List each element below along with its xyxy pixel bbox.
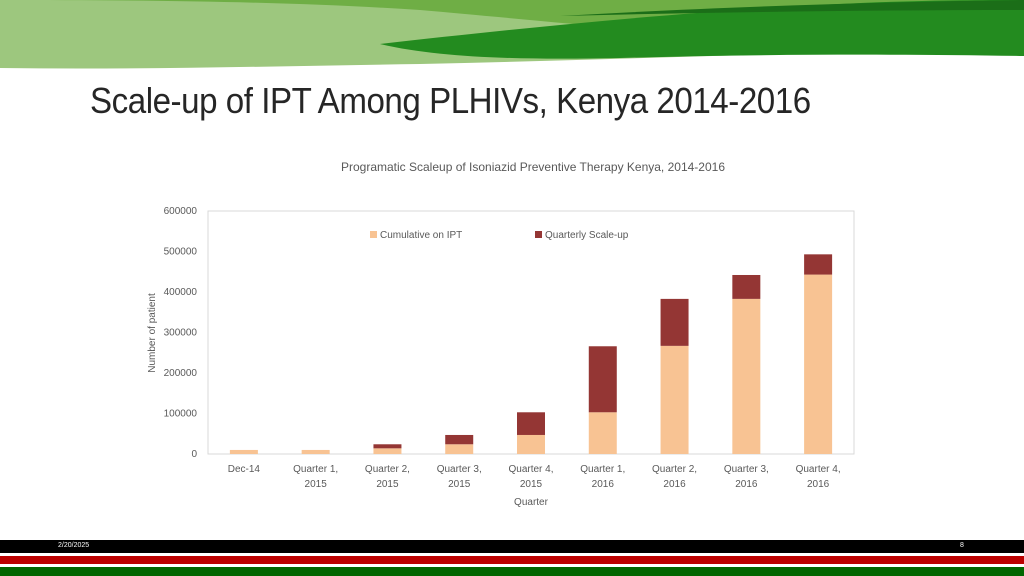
bar-cumulative: [445, 444, 474, 454]
bar-cumulative: [660, 345, 689, 454]
y-tick-label: 100000: [164, 409, 198, 420]
x-tick-label: 2016: [807, 479, 830, 490]
bar-quarterly: [445, 434, 474, 445]
bar-cumulative: [804, 274, 833, 454]
bar-quarterly: [517, 412, 545, 435]
x-tick-label: Quarter 3,: [437, 464, 482, 475]
y-tick-label: 500000: [164, 247, 198, 258]
y-tick-label: 400000: [164, 287, 198, 298]
legend-swatch: [370, 231, 377, 238]
x-tick-label: Quarter 2,: [652, 464, 697, 475]
stacked-bar-chart: 600000 500000 400000 300000 200000 100000 0 De…: [147, 206, 855, 508]
x-tick-label: 2016: [592, 479, 615, 490]
bar-quarterly: [588, 346, 617, 413]
x-tick-label: 2015: [448, 479, 471, 490]
x-axis-ticks: Dec-14 Quarter 1, 2015 Quarter 2, 2015 Quarte…: [228, 464, 841, 490]
bar-cumulative: [373, 448, 402, 454]
y-tick-label: 0: [191, 449, 197, 460]
x-tick-label: Quarter 3,: [724, 464, 769, 475]
bar-quarterly: [660, 298, 689, 346]
x-tick-label: 2015: [305, 479, 328, 490]
x-tick-label: Quarter 4,: [508, 464, 553, 475]
x-tick-label: Quarter 2,: [365, 464, 410, 475]
legend-label: Quarterly Scale-up: [545, 230, 629, 241]
legend-swatch: [535, 231, 542, 238]
bar-cumulative: [229, 449, 258, 454]
y-tick-label: 600000: [164, 206, 198, 217]
x-tick-label: Quarter 1,: [580, 464, 625, 475]
bar-cumulative: [301, 449, 330, 454]
slide-title: Scale-up of IPT Among PLHIVs, Kenya 2014…: [90, 80, 811, 121]
x-tick-label: Dec-14: [228, 464, 261, 475]
bar-quarterly: [804, 254, 833, 275]
x-tick-label: Quarter 4,: [796, 464, 841, 475]
bar-quarterly: [373, 444, 402, 449]
header-green-band: [0, 0, 1024, 69]
x-tick-label: 2015: [520, 479, 543, 490]
legend: Cumulative on IPT Quarterly Scale-up: [370, 230, 629, 241]
x-tick-label: Quarter 1,: [293, 464, 338, 475]
bar-quarterly: [732, 274, 761, 299]
bars-group: [229, 254, 833, 454]
footer-date: 2/20/2025: [58, 542, 90, 549]
bar-cumulative: [732, 298, 761, 454]
y-axis-ticks: 600000 500000 400000 300000 200000 100000 0: [164, 206, 198, 460]
y-tick-label: 200000: [164, 368, 198, 379]
bar-cumulative: [588, 412, 617, 454]
y-axis-label: Number of patient: [147, 293, 158, 373]
y-tick-label: 300000: [164, 328, 198, 339]
x-axis-label: Quarter: [514, 497, 549, 508]
legend-label: Cumulative on IPT: [380, 230, 462, 241]
bar-cumulative: [517, 434, 545, 454]
x-tick-label: 2015: [376, 479, 399, 490]
chart-title: Programatic Scaleup of Isoniazid Prevent…: [340, 160, 725, 174]
footer-flag-stripes: [0, 540, 1024, 576]
x-tick-label: 2016: [735, 479, 758, 490]
x-tick-label: 2016: [663, 479, 686, 490]
footer-page-number: 8: [960, 542, 964, 549]
